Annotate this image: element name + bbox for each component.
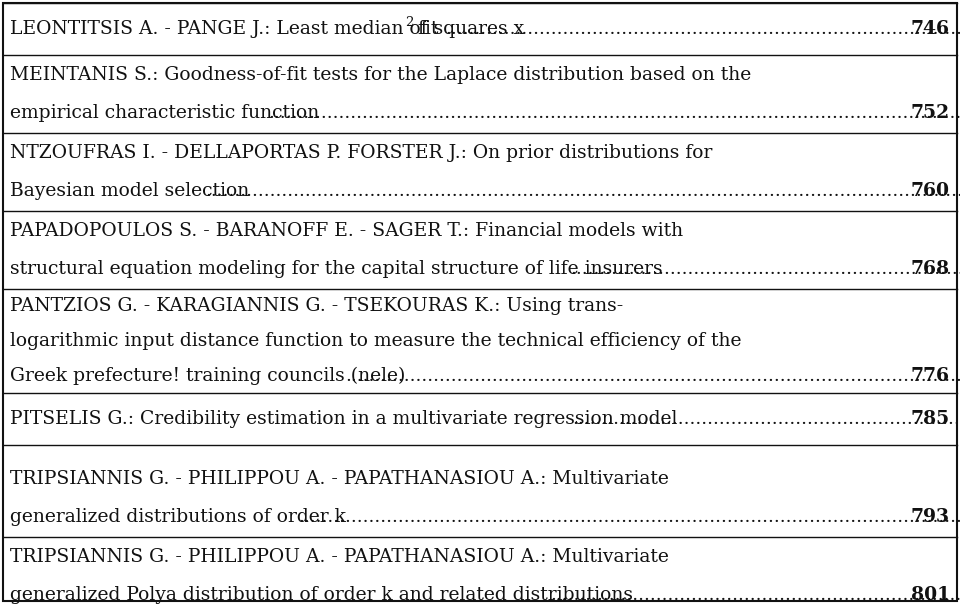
- Text: ................................................................................: ........................................…: [445, 20, 960, 38]
- Text: PITSELIS G.: Credibility estimation in a multivariate regression model: PITSELIS G.: Credibility estimation in a…: [10, 410, 678, 428]
- Text: 793: 793: [911, 509, 950, 527]
- Text: 2: 2: [405, 16, 414, 28]
- Text: NTZOUFRAS I. - DELLAPORTAS P. FORSTER J.: On prior distributions for: NTZOUFRAS I. - DELLAPORTAS P. FORSTER J.…: [10, 144, 712, 161]
- Text: 776: 776: [911, 367, 950, 385]
- Text: structural equation modeling for the capital structure of life insurers: structural equation modeling for the cap…: [10, 260, 662, 278]
- Text: 801: 801: [911, 586, 950, 604]
- Text: 785: 785: [911, 410, 950, 428]
- Text: Greek prefecture! training councils (nele): Greek prefecture! training councils (nel…: [10, 367, 405, 385]
- Text: logarithmic input distance function to measure the technical efficiency of the: logarithmic input distance function to m…: [10, 332, 741, 350]
- Text: PAPADOPOULOS S. - BARANOFF E. - SAGER T.: Financial models with: PAPADOPOULOS S. - BARANOFF E. - SAGER T.…: [10, 222, 684, 240]
- Text: 752: 752: [911, 104, 950, 123]
- Text: ................................................................................: ........................................…: [550, 586, 960, 604]
- Text: ................................................................................: ........................................…: [345, 367, 960, 385]
- Text: 746: 746: [911, 20, 950, 38]
- Text: MEINTANIS S.: Goodness-of-fit tests for the Laplace distribution based on the: MEINTANIS S.: Goodness-of-fit tests for …: [10, 65, 752, 83]
- Text: ................................................................................: ........................................…: [268, 104, 960, 123]
- Text: generalized Polya distribution of order k and related distributions: generalized Polya distribution of order …: [10, 586, 633, 604]
- Text: empirical characteristic function: empirical characteristic function: [10, 104, 320, 123]
- Text: ................................................................................: ........................................…: [298, 509, 960, 527]
- Text: 768: 768: [911, 260, 950, 278]
- Text: TRIPSIANNIS G. - PHILIPPOU A. - PAPATHANASIOU A.: Multivariate: TRIPSIANNIS G. - PHILIPPOU A. - PAPATHAN…: [10, 547, 669, 565]
- Text: fit: fit: [412, 20, 439, 38]
- Text: TRIPSIANNIS G. - PHILIPPOU A. - PAPATHANASIOU A.: Multivariate: TRIPSIANNIS G. - PHILIPPOU A. - PAPATHAN…: [10, 469, 669, 487]
- Text: generalized distributions of order k: generalized distributions of order k: [10, 509, 346, 527]
- Text: 760: 760: [911, 182, 950, 201]
- Text: ................................................................................: ........................................…: [205, 182, 960, 201]
- Text: LEONTITSIS A. - PANGE J.: Least median of squares x: LEONTITSIS A. - PANGE J.: Least median o…: [10, 20, 524, 38]
- Text: ................................................................................: ........................................…: [572, 410, 960, 428]
- Text: PANTZIOS G. - KARAGIANNIS G. - TSEKOURAS K.: Using trans-: PANTZIOS G. - KARAGIANNIS G. - TSEKOURAS…: [10, 297, 623, 315]
- Text: Bayesian model selection: Bayesian model selection: [10, 182, 250, 201]
- Text: ................................................................................: ........................................…: [570, 260, 960, 278]
